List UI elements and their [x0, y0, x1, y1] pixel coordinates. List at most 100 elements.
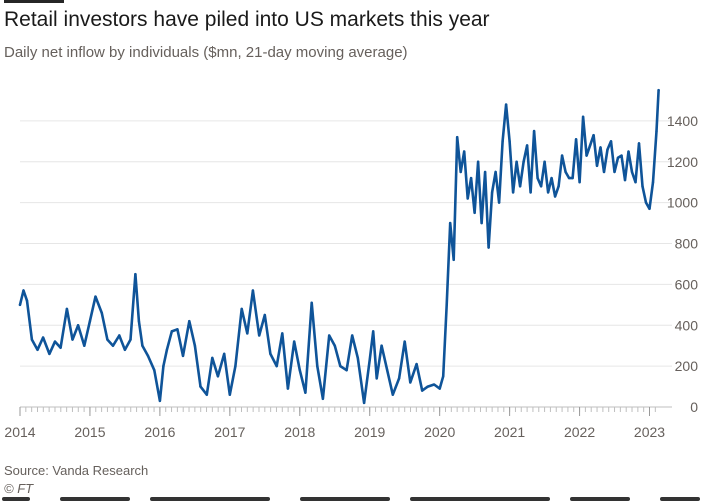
data-point: [508, 140, 511, 143]
data-point: [581, 115, 585, 118]
data-point: [473, 211, 476, 215]
x-tick-label: 2015: [74, 424, 105, 440]
data-point: [380, 344, 383, 347]
data-point: [397, 377, 401, 380]
data-point: [634, 180, 637, 184]
data-point: [585, 154, 588, 157]
data-point: [532, 129, 536, 133]
data-point: [88, 319, 92, 323]
x-tick-label: 2023: [634, 424, 665, 440]
data-point: [637, 142, 641, 145]
data-point: [310, 301, 313, 304]
data-point: [153, 369, 156, 372]
data-point: [59, 346, 62, 349]
chart-subtitle: Daily net inflow by individuals ($mn, 21…: [4, 44, 408, 61]
data-point: [630, 170, 634, 174]
data-point: [445, 303, 448, 307]
data-point: [462, 150, 466, 153]
data-point: [515, 160, 518, 163]
data-point: [560, 154, 564, 157]
data-point: [304, 391, 307, 394]
data-point: [162, 364, 165, 368]
data-point: [415, 362, 418, 366]
data-point: [298, 369, 301, 372]
data-point: [137, 319, 141, 323]
data-point: [504, 103, 508, 106]
data-point: [281, 332, 284, 335]
data-point: [455, 136, 459, 139]
data-point: [641, 185, 644, 188]
data-point: [181, 354, 185, 358]
y-tick-label: 0: [690, 399, 698, 415]
data-point: [321, 397, 325, 401]
data-point: [476, 160, 480, 163]
data-point: [18, 303, 22, 307]
data-point: [567, 176, 571, 180]
y-tick-label: 600: [675, 276, 699, 292]
data-point: [609, 140, 613, 143]
data-point: [292, 340, 296, 343]
data-point: [525, 144, 529, 147]
data-point: [129, 338, 132, 341]
data-point: [420, 389, 424, 392]
data-point: [188, 319, 191, 323]
data-point: [94, 295, 97, 298]
data-point: [606, 148, 609, 151]
data-point: [240, 307, 243, 311]
data-point: [118, 334, 121, 337]
data-point: [595, 164, 599, 168]
data-point: [41, 336, 45, 339]
x-tick-label: 2021: [494, 424, 525, 440]
data-point: [158, 399, 162, 403]
data-point: [511, 191, 515, 194]
data-point: [368, 358, 371, 362]
data-point: [333, 344, 336, 347]
data-point: [258, 334, 261, 337]
data-point: [546, 191, 550, 194]
data-point: [228, 393, 232, 396]
data-point: [170, 330, 173, 333]
data-point: [536, 176, 539, 180]
data-point: [246, 332, 249, 335]
data-point: [30, 338, 34, 341]
x-tick-label: 2018: [284, 424, 315, 440]
data-point: [48, 352, 51, 356]
data-point: [53, 340, 57, 343]
data-point: [497, 201, 501, 204]
data-point: [372, 330, 375, 333]
data-point: [111, 344, 115, 347]
data-point: [616, 156, 620, 159]
data-point: [459, 170, 462, 174]
data-point: [466, 197, 469, 200]
data-point: [494, 170, 497, 174]
data-point: [71, 338, 74, 341]
data-point: [22, 289, 25, 292]
data-point: [286, 387, 290, 390]
cropped-text-fragment: [0, 494, 709, 501]
data-point: [146, 354, 150, 358]
data-point: [571, 176, 574, 180]
data-point: [65, 307, 69, 311]
data-point: [165, 348, 169, 351]
brand-bar: [4, 0, 64, 3]
data-point: [375, 377, 378, 380]
data-point: [648, 207, 651, 210]
ft-credit: © FT: [4, 481, 34, 496]
data-point: [251, 289, 255, 292]
data-point: [216, 375, 220, 378]
data-point: [490, 191, 494, 194]
data-point: [564, 170, 567, 174]
data-point: [386, 369, 389, 372]
data-point: [316, 364, 319, 368]
data-point: [36, 348, 39, 351]
data-point: [599, 146, 602, 149]
gridlines: [20, 120, 672, 408]
data-point: [345, 369, 348, 372]
y-tick-label: 1200: [667, 154, 698, 170]
data-point: [578, 180, 581, 184]
data-point: [339, 364, 342, 368]
data-point: [123, 348, 127, 351]
data-point: [403, 340, 406, 343]
data-point: [452, 258, 455, 262]
data-point: [426, 385, 429, 388]
